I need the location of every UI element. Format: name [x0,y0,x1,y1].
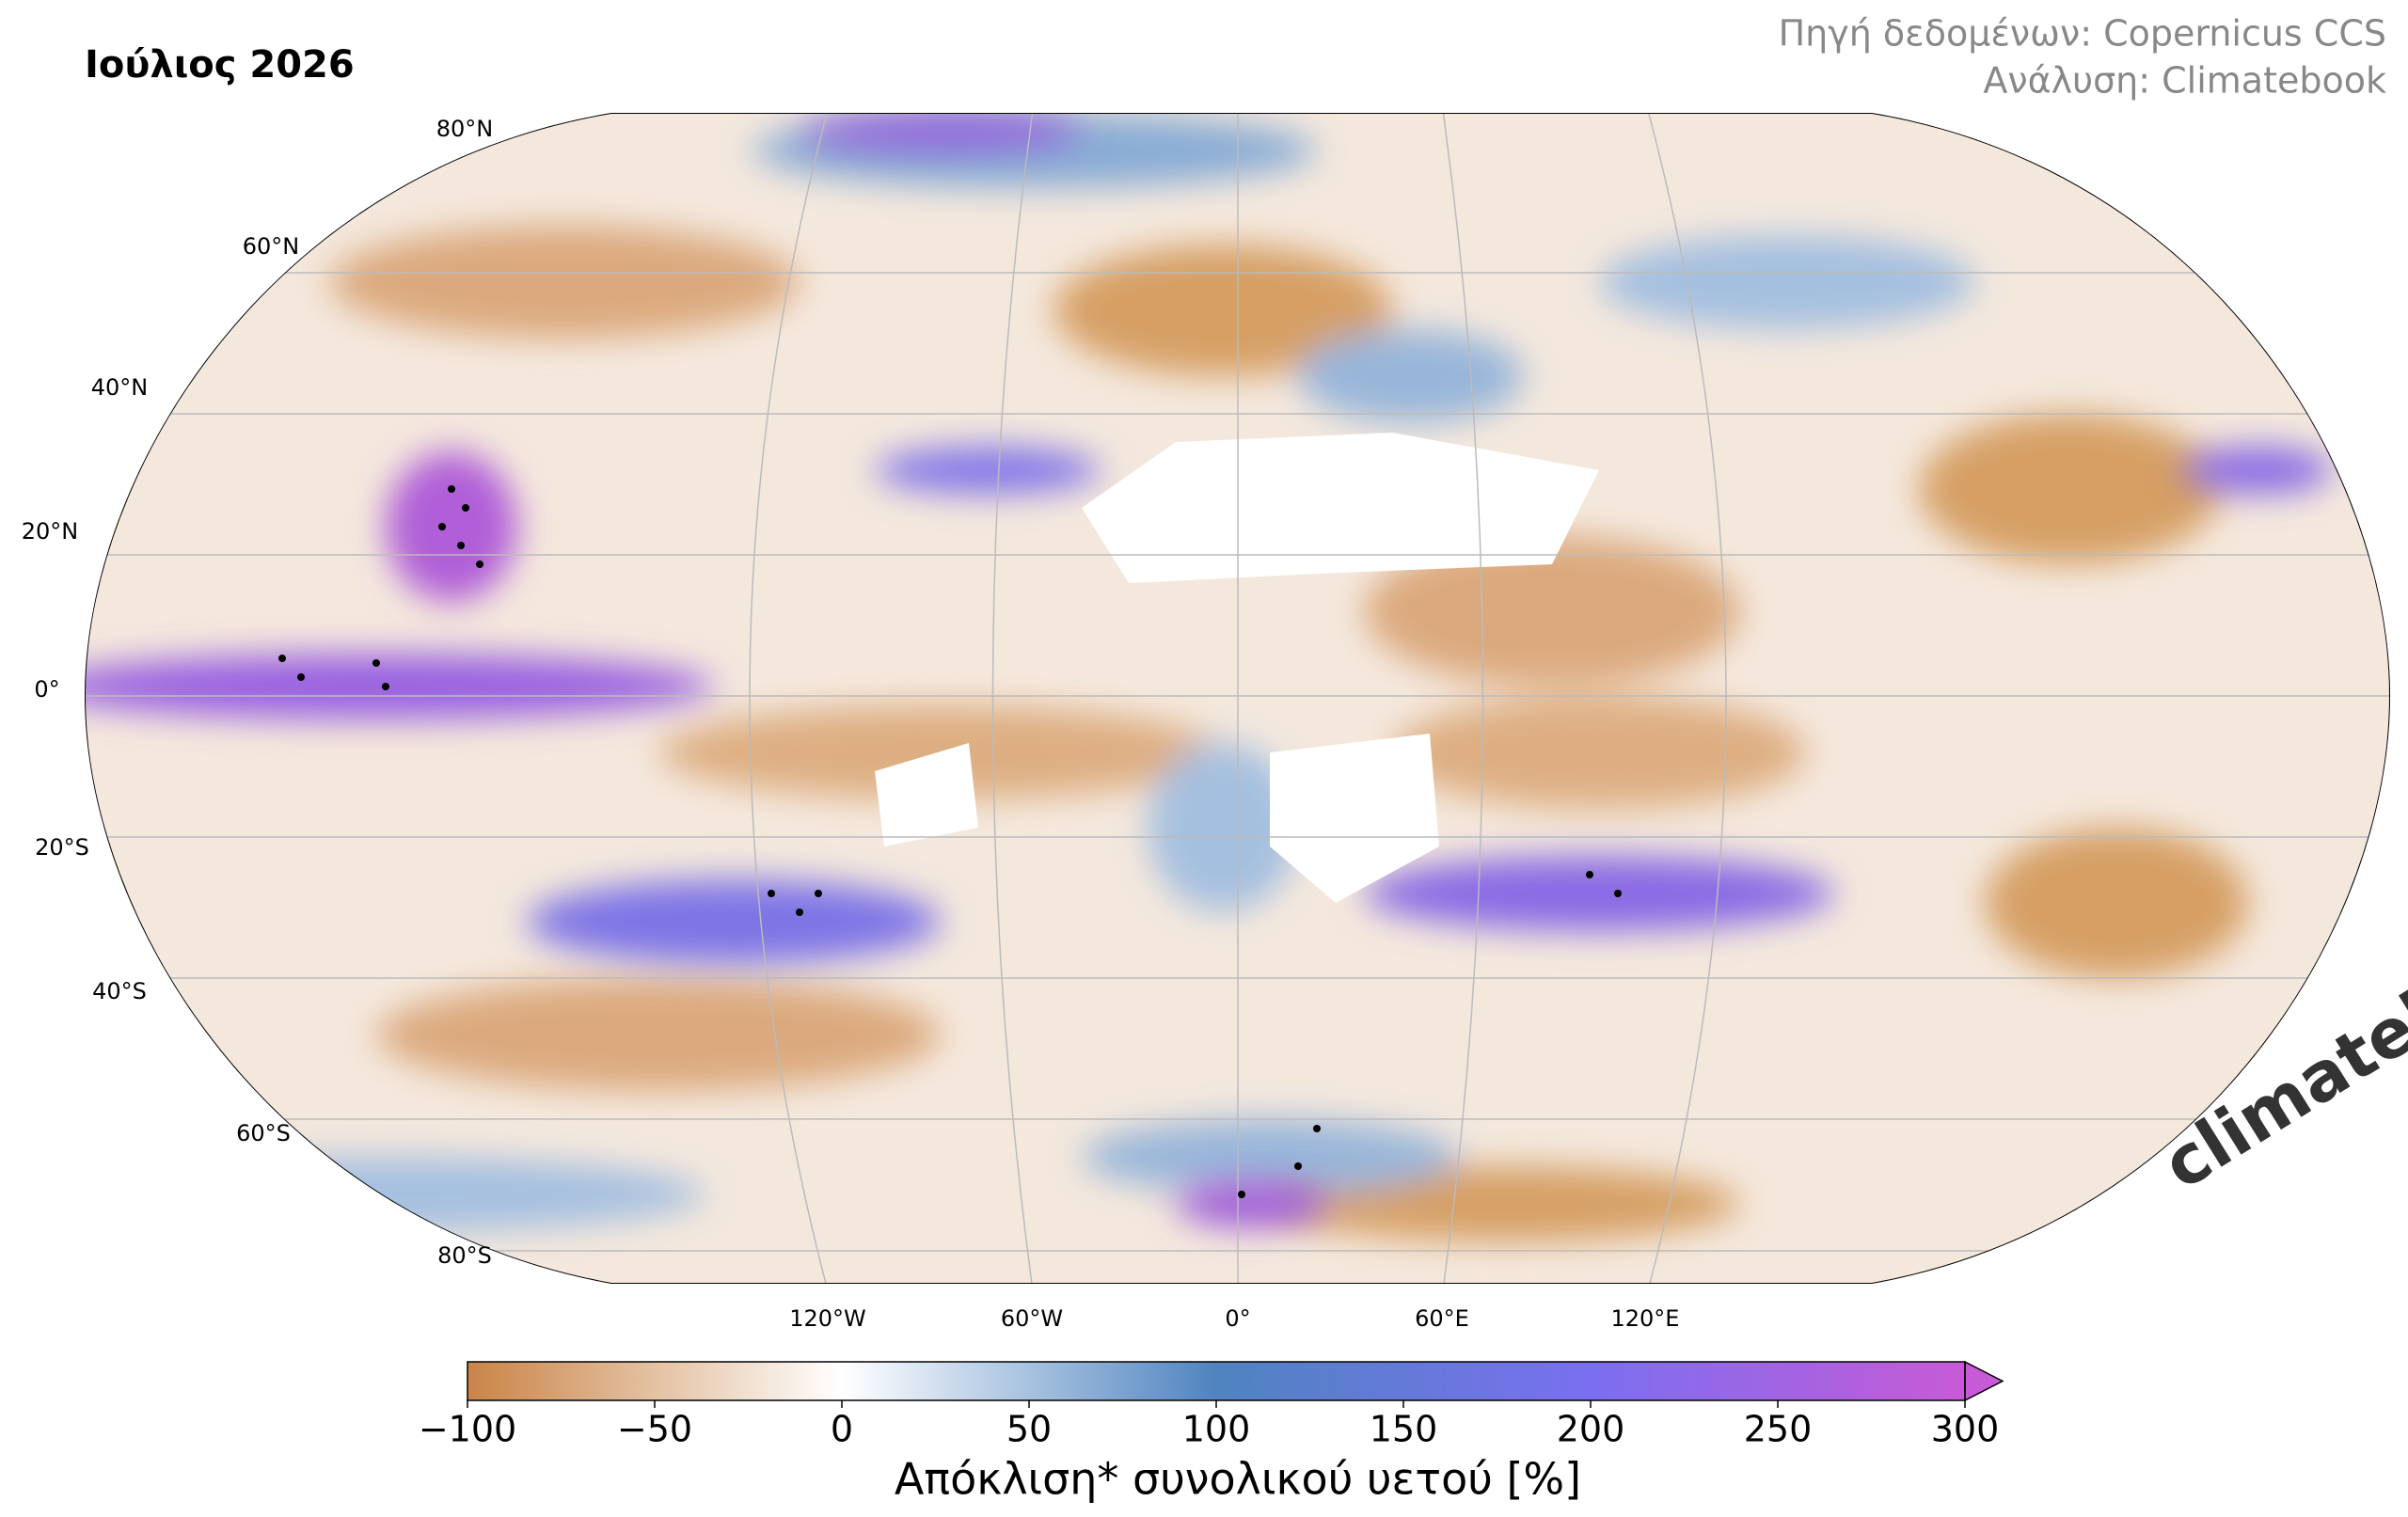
colorbar-tick-label: 100 [1182,1409,1251,1450]
lat-label: 0° [34,676,59,703]
lat-label: 20°N [22,518,79,545]
lat-labels: 80°N 60°N 40°N 20°N 0° 20°S 40°S 60°S 80… [22,116,494,1269]
colorbar-fill [467,1362,1965,1400]
colorbar-tick-label: 50 [1006,1409,1052,1450]
lon-label: 120°W [789,1305,866,1332]
colorbar: −100 −50 0 50 100 150 200 250 300 [419,1360,2004,1450]
colorbar-tick-label: −50 [617,1409,692,1450]
title: Ιούλιος 2026 [85,43,355,87]
lon-label: 60°E [1415,1305,1469,1332]
lat-label: 60°N [243,233,300,260]
colorbar-tick-label: 250 [1744,1409,1813,1450]
lon-labels: 120°W 60°W 0° 60°E 120°E [789,1305,1679,1332]
map [85,113,2390,1284]
lat-label: 40°N [91,374,149,401]
lon-label: 60°W [1001,1305,1063,1332]
source: Ανάλυση: Climatebook [1983,60,2386,102]
colorbar-label: Απόκλιση* συνολικού υετού [%] [895,1454,1581,1505]
colorbar-extend [1964,1360,2004,1402]
colorbar-tick-label: 0 [831,1409,853,1450]
colorbar-tick-label: 300 [1931,1409,2000,1450]
lat-label: 80°N [436,116,494,142]
lon-label: 120°E [1611,1305,1680,1332]
lon-label: 0° [1225,1305,1250,1332]
colorbar-tick-label: 200 [1557,1409,1625,1450]
colorbar-tick-label: −100 [419,1409,516,1450]
lat-label: 40°S [92,978,147,1004]
lat-label: 20°S [35,834,89,861]
colorbar-tick-label: 150 [1370,1409,1438,1450]
lat-label: 80°S [437,1242,492,1269]
source: Πηγή δεδομένων: Copernicus CCS [1779,13,2386,55]
lat-label: 60°S [236,1120,291,1146]
